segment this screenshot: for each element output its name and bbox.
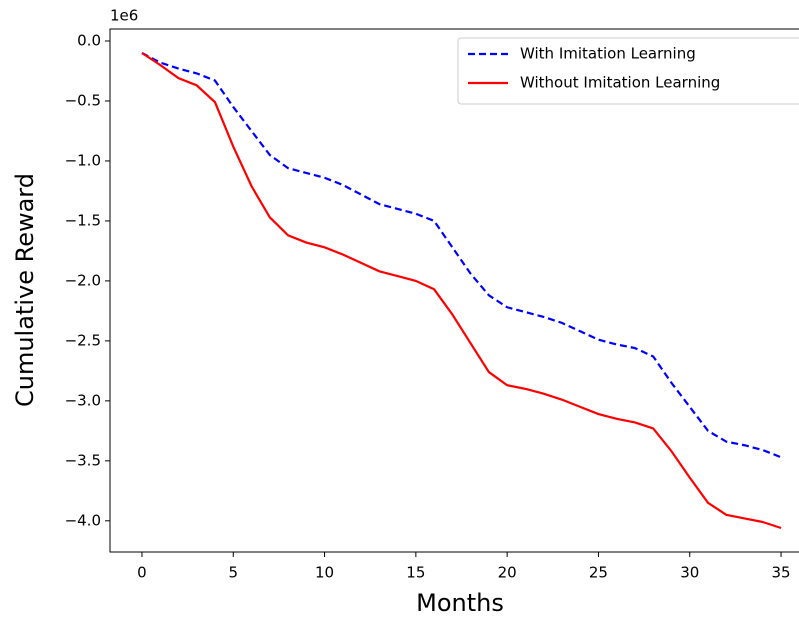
series-line [141, 52, 782, 530]
y-tick-label: 0.0 [77, 31, 101, 49]
legend-label: Without Imitation Learning [520, 74, 720, 92]
legend-label: With Imitation Learning [520, 45, 696, 63]
x-tick-label: 30 [680, 564, 699, 582]
x-axis-label: Months [416, 589, 504, 617]
y-tick-label: −1.5 [65, 211, 101, 229]
x-tick-label: 5 [228, 564, 238, 582]
x-tick-label: 10 [315, 564, 334, 582]
offset-label: 1e6 [110, 7, 138, 25]
plot-frame [109, 28, 799, 553]
y-tick-label: −2.5 [65, 331, 101, 349]
y-tick-label: −3.0 [65, 391, 101, 409]
y-tick-label: −3.5 [65, 451, 101, 469]
legend-box [457, 37, 799, 105]
y-tick-label: −0.5 [65, 91, 101, 109]
x-tick-label: 0 [137, 564, 147, 582]
x-tick-label: 15 [406, 564, 425, 582]
series-line [141, 52, 782, 459]
x-tick-label: 20 [498, 564, 517, 582]
x-tick-label: 25 [589, 564, 608, 582]
x-tick-label: 35 [771, 564, 790, 582]
y-tick-label: −1.0 [65, 151, 101, 169]
y-tick-label: −2.0 [65, 271, 101, 289]
y-axis-label: Cumulative Reward [11, 173, 39, 407]
y-tick-label: −4.0 [65, 511, 101, 529]
